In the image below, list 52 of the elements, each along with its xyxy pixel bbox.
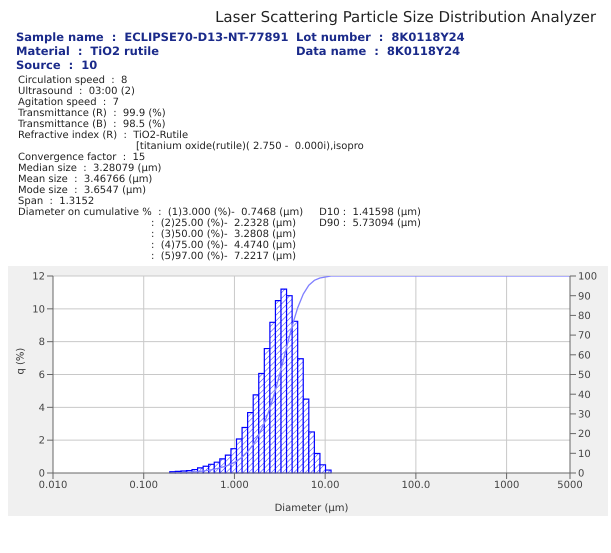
text: [titanium oxide(rutile)( 2.750 - 0.000i),isopro	[135, 141, 365, 152]
text: Sample name : ECLIPSE70-D13-NT-77891	[16, 30, 290, 44]
y2-tick-label: 30	[578, 409, 591, 420]
chart-title: Laser Scattering Particle Size Distribution Analyzer	[214, 8, 597, 26]
text: Material : TiO2 rutile	[16, 44, 160, 58]
text: Mode size : 3.6547 (µm)	[18, 185, 146, 196]
text: Convergence factor : 15	[18, 152, 146, 163]
y-tick-label: 4	[38, 402, 45, 414]
text: Span : 1.3152	[18, 196, 94, 207]
y-tick-label: 8	[38, 337, 45, 348]
source-note: Source : 10	[16, 58, 98, 72]
x-tick-label: 10.00	[310, 480, 340, 492]
y2-tick-label: 60	[578, 350, 591, 362]
text: D90 : 5.73094 (µm)	[319, 218, 421, 229]
text: : (4)75.00 (%)- 4.4740 (µm)	[150, 240, 298, 251]
text: Mean size : 3.46766 (µm)	[18, 174, 152, 185]
text: : (2)25.00 (%)- 2.2328 (µm)	[150, 218, 296, 229]
x-tick-label: 100.0	[402, 480, 430, 492]
y2-tick-label: 10	[578, 448, 591, 460]
text: Circulation speed : 8	[18, 75, 128, 86]
y-tick-label: 0	[38, 468, 45, 480]
text: Data name : 8K0118Y24	[296, 44, 462, 58]
y2-tick-label: 80	[578, 310, 591, 322]
text: Ultrasound : 03:00 (2)	[18, 86, 136, 97]
x-tick-label: 1000	[494, 480, 520, 492]
text: Median size : 3.28079 (µm)	[18, 163, 162, 174]
text: Agitation speed : 7	[18, 97, 120, 108]
x-axis-title: Diameter (µm)	[274, 503, 348, 514]
y2-tick-label: 20	[578, 429, 591, 440]
text: Diameter on cumulative % : (1)3.000 (%)- 0.7468 (µm)	[18, 207, 304, 218]
text: Refractive index (R) : TiO2-Rutile	[18, 130, 190, 141]
y2-tick-label: 70	[578, 330, 591, 342]
x-tick-label: 1.000	[220, 480, 249, 492]
y-tick-label: 12	[32, 272, 45, 283]
y2-tick-label: 40	[578, 390, 591, 401]
y2-tick-label: 50	[578, 370, 591, 382]
y-tick-label: 10	[32, 304, 45, 316]
text: Lot number : 8K0118Y24	[296, 30, 466, 44]
y2-tick-label: 0	[578, 468, 584, 480]
x-tick-label: 0.100	[129, 480, 158, 492]
text: : (5)97.00 (%)- 7.2217 (µm)	[150, 251, 298, 262]
y-tick-label: 2	[38, 436, 45, 447]
text: Transmittance (R) : 99.9 (%)	[18, 108, 167, 119]
x-tick-label: 0.010	[38, 480, 68, 492]
y2-tick-label: 90	[578, 291, 591, 302]
x-tick-label: 5000	[557, 480, 583, 492]
y2-tick-label: 100	[578, 272, 598, 283]
text: Transmittance (B) : 98.5 (%)	[18, 119, 167, 130]
y-axis-title: q (%)	[16, 348, 27, 374]
text: D10 : 1.41598 (µm)	[319, 207, 421, 218]
y-tick-label: 6	[38, 370, 45, 382]
text: : (3)50.00 (%)- 3.2808 (µm)	[150, 229, 298, 240]
